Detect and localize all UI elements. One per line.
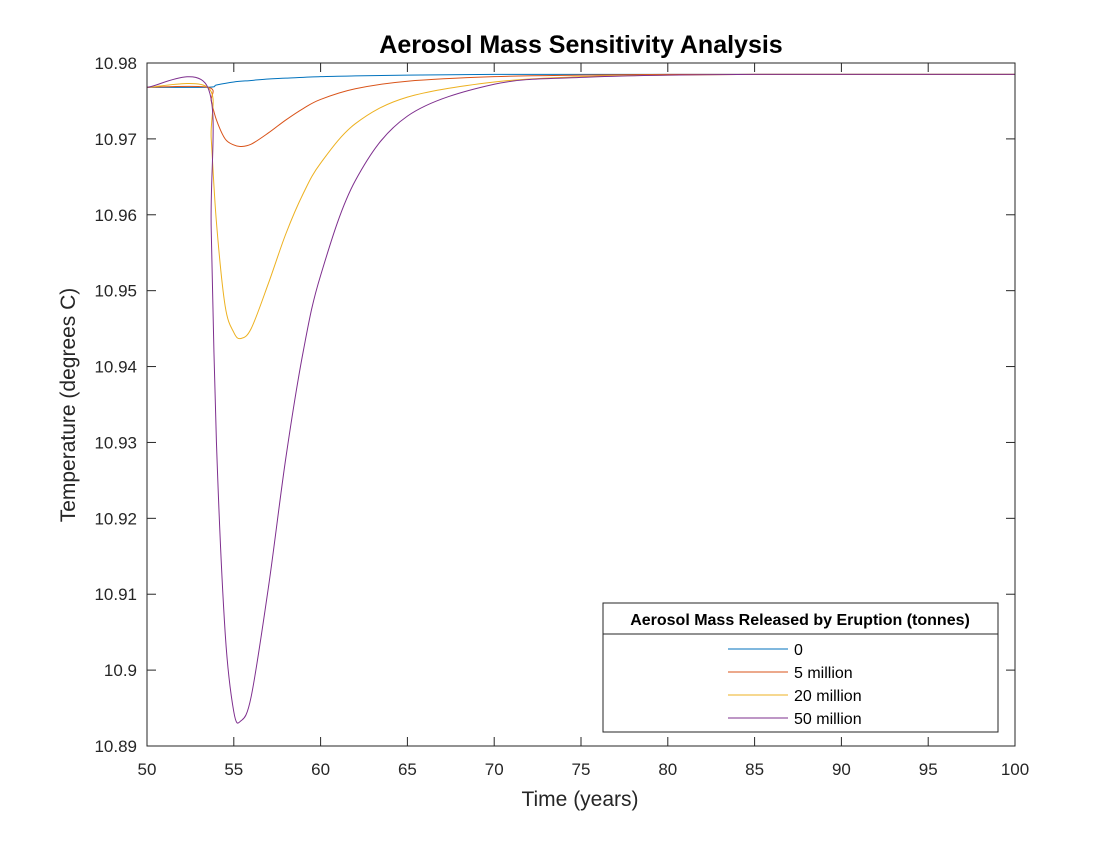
y-tick-label: 10.91 <box>94 585 137 604</box>
legend-label-0: 0 <box>794 642 803 659</box>
x-axis-label: Time (years) <box>521 788 638 811</box>
x-tick-label: 90 <box>832 760 851 779</box>
legend-label-3: 50 million <box>794 711 862 728</box>
x-tick-label: 85 <box>745 760 764 779</box>
y-tick-label: 10.95 <box>94 282 137 301</box>
y-tick-label: 10.94 <box>94 358 137 377</box>
y-tick-label: 10.98 <box>94 54 137 73</box>
legend-entries: 0 5 million 20 million 50 million <box>728 642 862 728</box>
x-tick-label: 95 <box>919 760 938 779</box>
series-line-3 <box>146 73 1015 724</box>
legend-label-2: 20 million <box>794 688 862 705</box>
y-tick-label: 10.9 <box>104 661 137 680</box>
series-layer <box>146 73 1015 724</box>
y-tick-label: 10.89 <box>94 737 137 756</box>
x-tick-label: 75 <box>572 760 591 779</box>
legend-box <box>602 602 999 733</box>
y-tick-label: 10.93 <box>94 433 137 452</box>
y-tick-label: 10.96 <box>94 206 137 225</box>
chart-title: Aerosol Mass Sensitivity Analysis <box>379 31 782 59</box>
x-tick-label: 80 <box>658 760 677 779</box>
legend: Aerosol Mass Released by Eruption (tonne… <box>602 602 999 733</box>
y-tick-label: 10.97 <box>94 130 137 149</box>
y-axis-label: Temperature (degrees C) <box>57 288 80 523</box>
y-tick-label: 10.92 <box>94 509 137 528</box>
legend-title: Aerosol Mass Released by Eruption (tonne… <box>630 612 970 629</box>
x-tick-label: 55 <box>224 760 243 779</box>
x-tick-label: 70 <box>485 760 504 779</box>
x-tick-label: 65 <box>398 760 417 779</box>
x-tick-label: 50 <box>138 760 157 779</box>
x-tick-label: 60 <box>311 760 330 779</box>
legend-label-1: 5 million <box>794 665 853 682</box>
tick-layer: 50 55 60 65 70 75 80 85 90 95 100 10.89 10.9 10.91 10.… <box>94 54 1029 779</box>
x-tick-label: 100 <box>1001 760 1029 779</box>
